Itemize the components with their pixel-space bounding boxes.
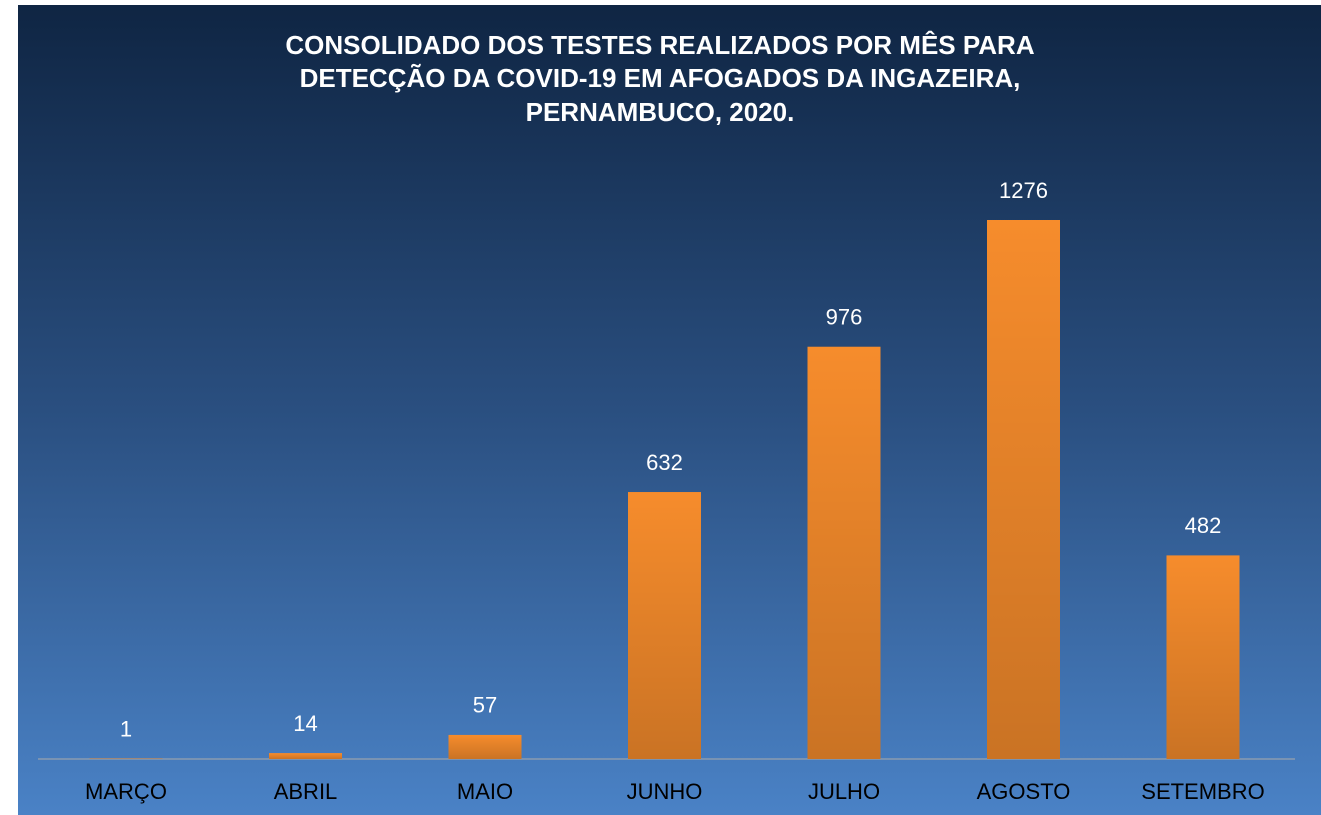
- value-label: 1276: [999, 178, 1048, 203]
- value-label: 14: [293, 711, 317, 736]
- chart-title: PERNAMBUCO, 2020.: [526, 97, 795, 127]
- value-label: 632: [646, 450, 683, 475]
- x-tick-label: JULHO: [808, 779, 880, 804]
- x-tick-label: JUNHO: [627, 779, 703, 804]
- x-tick-label: AGOSTO: [977, 779, 1071, 804]
- bar-shade: [628, 492, 701, 759]
- bar-shade: [448, 734, 522, 759]
- x-tick-label: SETEMBRO: [1141, 779, 1264, 804]
- bar-shade: [269, 753, 342, 759]
- x-tick-label: MAIO: [457, 779, 513, 804]
- value-label: 482: [1185, 513, 1222, 538]
- x-tick-label: MARÇO: [85, 779, 167, 804]
- value-label: 976: [826, 305, 863, 330]
- x-tick-label: ABRIL: [274, 779, 338, 804]
- value-label: 1: [120, 716, 132, 741]
- value-label: 57: [473, 693, 497, 718]
- chart-title: CONSOLIDADO DOS TESTES REALIZADOS POR MÊ…: [285, 30, 1034, 60]
- chart-title: DETECÇÃO DA COVID-19 EM AFOGADOS DA INGA…: [300, 63, 1021, 93]
- bar-shade: [987, 220, 1060, 759]
- bar-shade: [1166, 555, 1240, 759]
- bar-shade: [807, 346, 881, 759]
